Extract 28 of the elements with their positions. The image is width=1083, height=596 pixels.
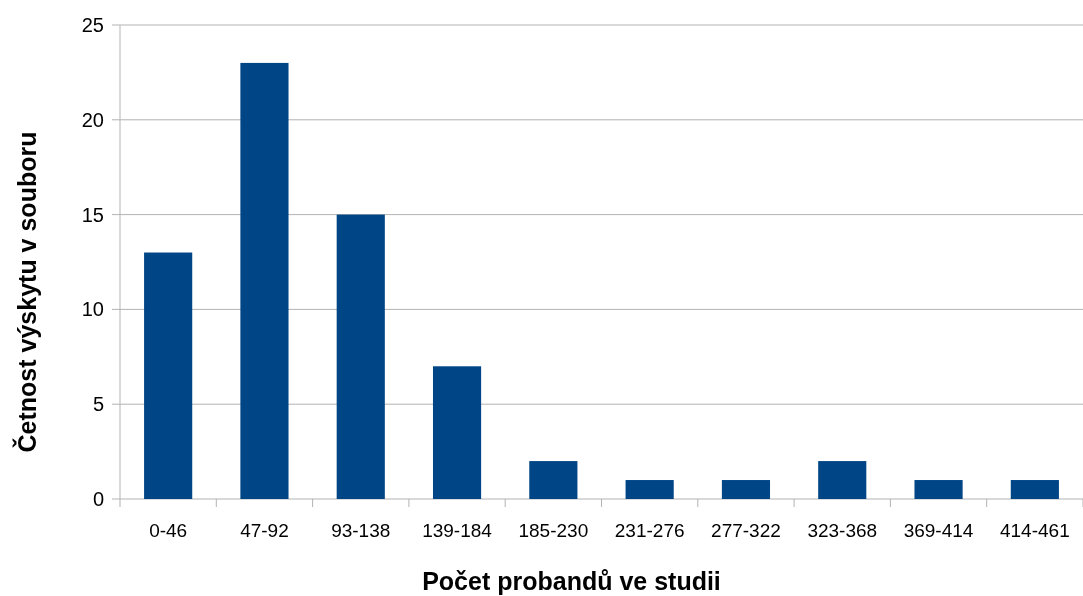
x-tick-label: 323-368 [807, 520, 878, 541]
bar [144, 252, 193, 499]
y-tick-label: 15 [81, 203, 104, 226]
y-tick-label: 20 [81, 108, 104, 131]
bar [529, 461, 578, 499]
y-axis-title: Četnost výskytu v souboru [12, 131, 41, 453]
y-tick-label: 10 [81, 298, 104, 321]
x-tick-label: 414-461 [999, 520, 1070, 541]
bar [336, 214, 385, 499]
x-tick-label: 277-322 [711, 520, 781, 541]
bar [240, 62, 289, 499]
x-tick-label: 185-230 [518, 520, 589, 541]
bar [432, 366, 482, 499]
bar [914, 480, 963, 499]
bar [721, 480, 771, 499]
y-tick-label: 5 [92, 393, 104, 416]
bar [625, 480, 674, 499]
y-tick-label: 25 [81, 14, 104, 36]
x-tick-label: 231-276 [614, 520, 685, 541]
x-tick-label: 47-92 [240, 520, 289, 541]
y-tick-label: 0 [92, 488, 104, 510]
bar [1010, 480, 1059, 499]
x-tick-label: 0-46 [149, 520, 188, 541]
bar [818, 461, 867, 499]
x-tick-label: 369-414 [903, 520, 974, 541]
x-axis-title: Počet probandů ve studii [422, 567, 721, 595]
x-tick-label: 139-184 [422, 520, 493, 541]
x-tick-label: 93-138 [331, 520, 391, 541]
